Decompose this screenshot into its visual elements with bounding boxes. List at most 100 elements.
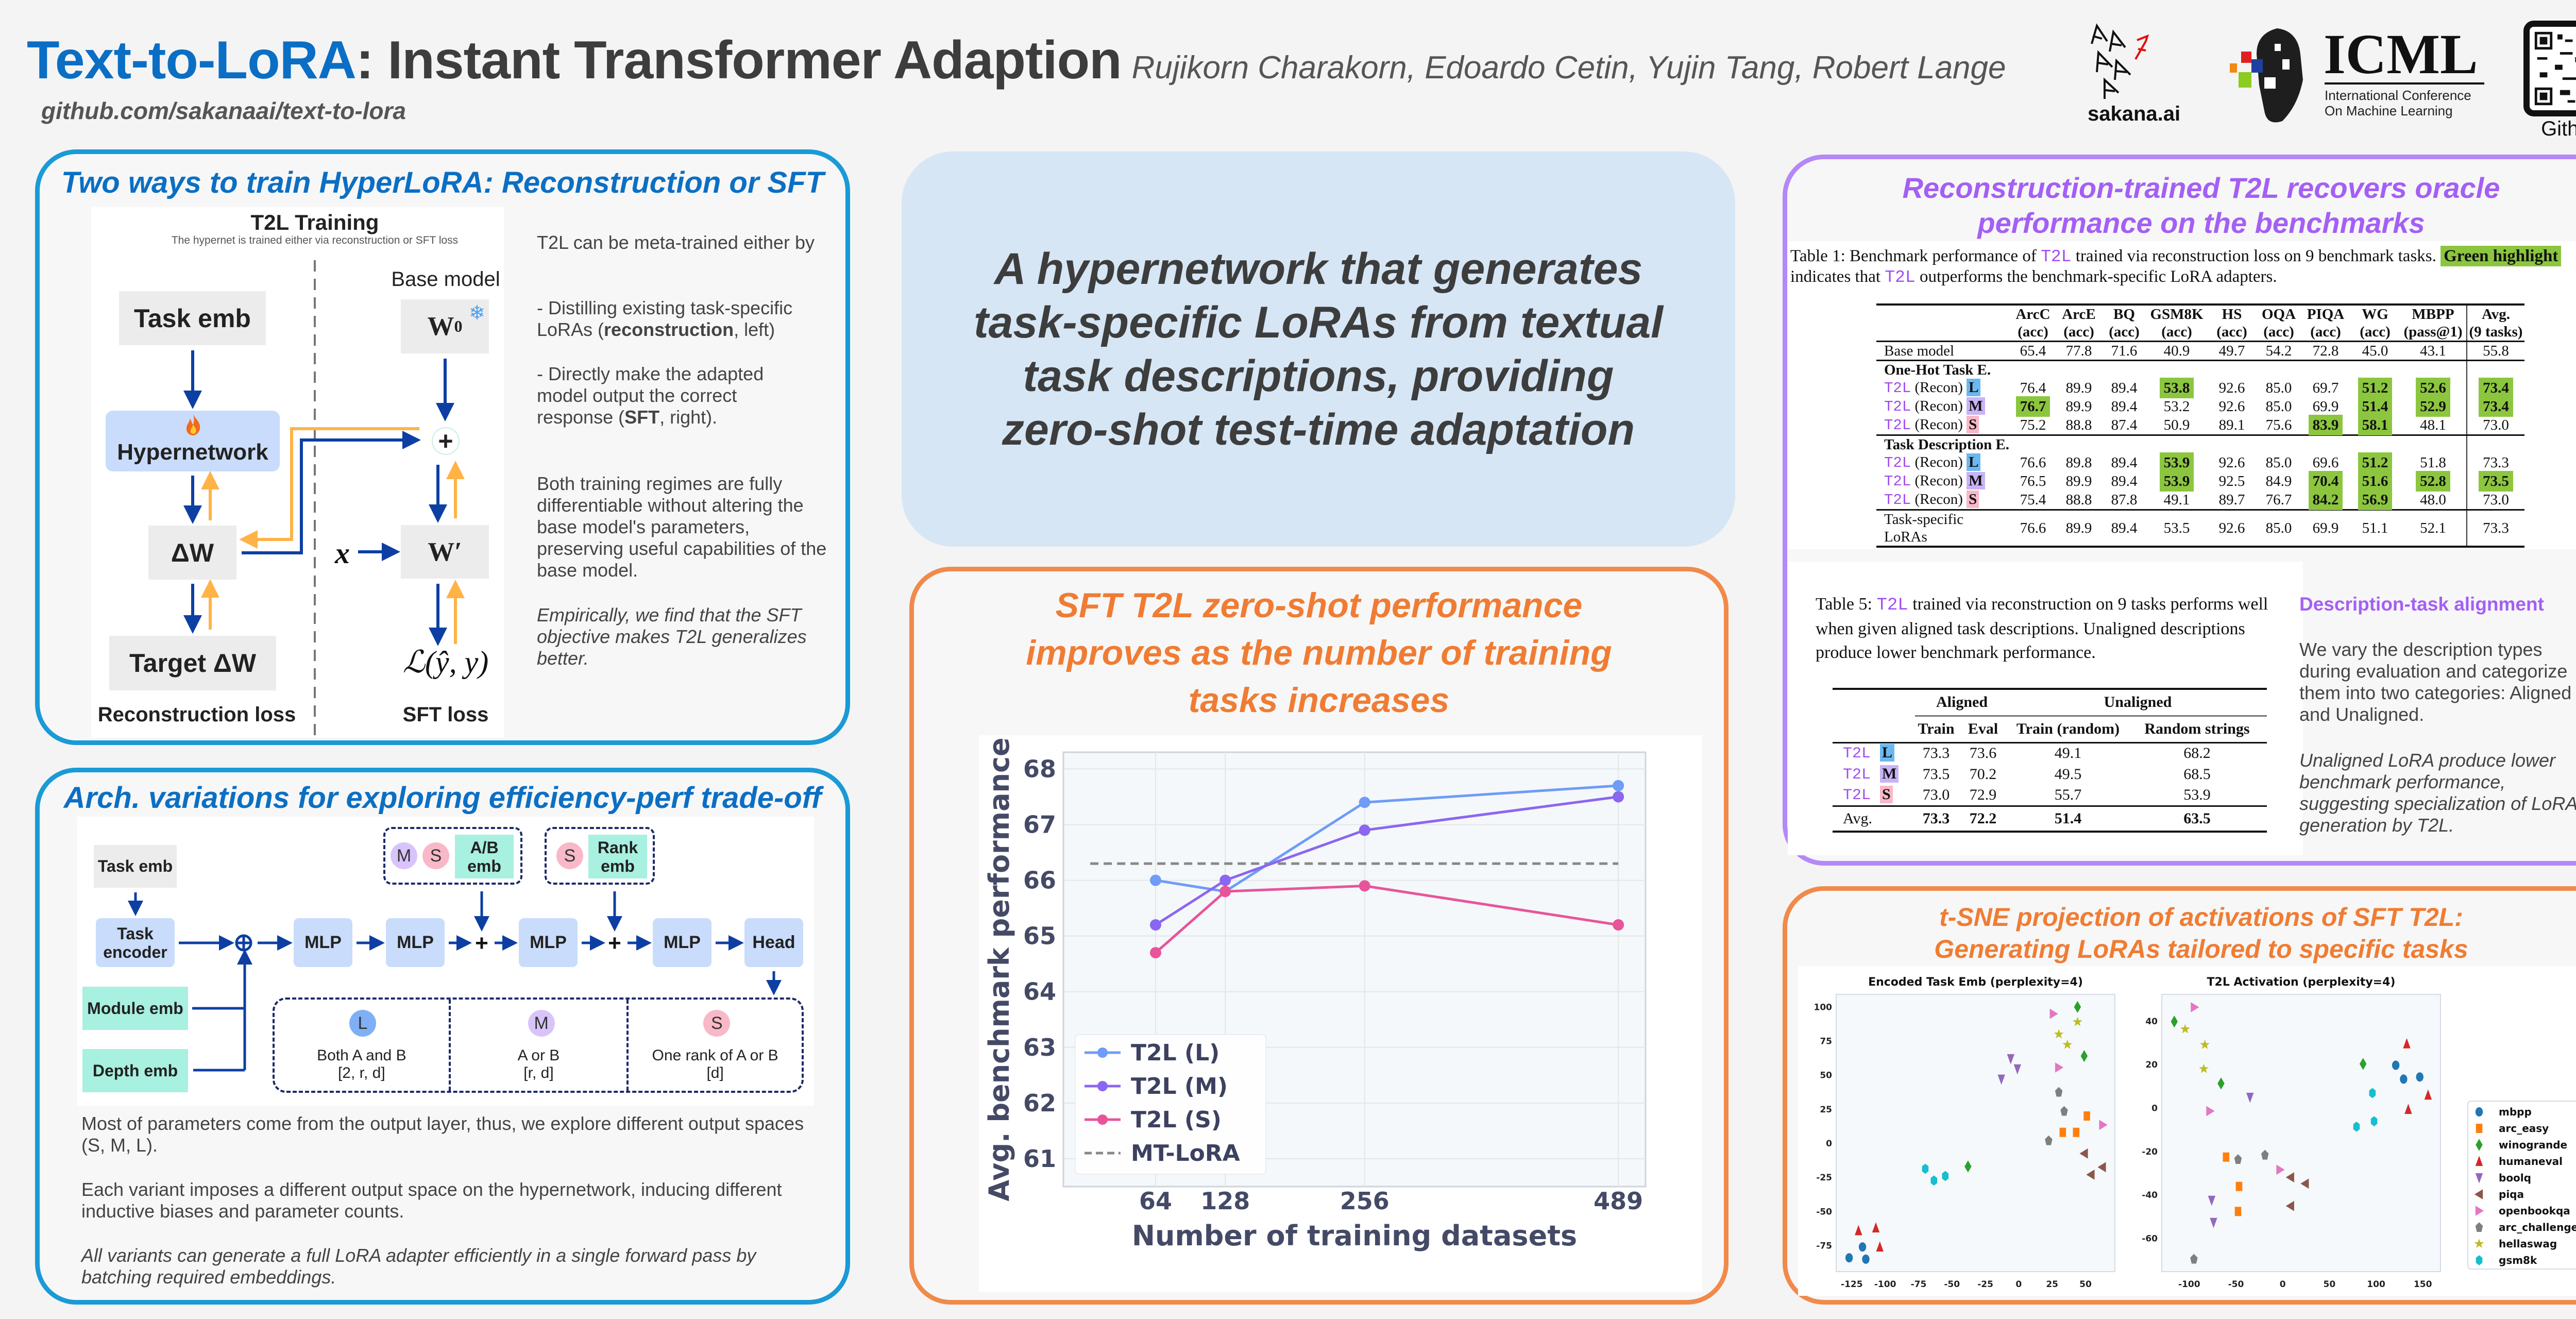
cell-value: 69.6: [2312, 454, 2339, 471]
data-point: [1359, 824, 1370, 836]
marker-diamond: [2074, 1001, 2081, 1013]
cell-value: 89.4: [2111, 380, 2138, 396]
cell-value: 76.7: [2015, 396, 2050, 417]
marker-circle: [1858, 1242, 1867, 1252]
cell-value: 92.6: [2218, 520, 2245, 536]
row-label: Base model: [1876, 341, 2010, 361]
legend-marker: [1097, 1081, 1108, 1091]
table-cell: 49.7: [2207, 341, 2257, 361]
ab-emb-group: [383, 827, 522, 885]
table-cell: 49.5: [2054, 765, 2082, 783]
data-point: [1149, 919, 1161, 931]
cell-value: 52.8: [2416, 471, 2450, 492]
row-label: T2L (Recon) L: [1876, 453, 2010, 472]
column-header: (acc): [2018, 324, 2048, 340]
table-cell: 92.5: [2207, 472, 2257, 491]
cell-value: 89.4: [2111, 454, 2138, 471]
column-header: Train: [1918, 720, 1955, 737]
column-header: (acc): [2109, 324, 2140, 340]
marker-square: [2073, 1127, 2080, 1137]
table-cell: 49.1: [2146, 491, 2207, 510]
table-cell: 51.4: [2009, 805, 2127, 833]
title-highlight: Text-to-LoRA: [27, 30, 357, 90]
table-cell: 76.7: [2257, 491, 2301, 510]
cell-value: 89.1: [2218, 417, 2245, 433]
size-tag-M: M: [1880, 765, 1899, 783]
table-cell: 73.0: [2466, 416, 2524, 435]
cell-value: 51.8: [2420, 454, 2446, 471]
marker-triangle-left: [2285, 1200, 2294, 1211]
cell-value: 83.9: [2308, 415, 2343, 435]
cell-value: 53.9: [2159, 471, 2194, 492]
table-cell: 73.0: [2466, 491, 2524, 510]
table-cell: 76.4: [2010, 379, 2056, 397]
snowflake-icon: ❄: [469, 302, 485, 324]
cell-value: 65.4: [2020, 343, 2046, 359]
marker-triangle-up: [2475, 1156, 2483, 1166]
marker-triangle-left: [2079, 1148, 2088, 1159]
github-link[interactable]: github.com/sakanaai/text-to-lora: [41, 97, 406, 124]
cell-value: 85.0: [2265, 520, 2292, 536]
qr-code[interactable]: [2523, 21, 2576, 116]
marker-triangle-left: [2300, 1178, 2309, 1189]
y-tick-label: -75: [1816, 1241, 1832, 1251]
y-tick-label: 68: [1023, 755, 1056, 783]
group-header-aligned: Aligned: [1915, 688, 2009, 717]
table-row-avg: Avg. 73.3 72.2 51.4 63.5: [1833, 805, 2267, 833]
marker-hexagon: [2369, 1088, 2376, 1098]
table-cell: 73.5: [1922, 765, 1950, 783]
table-row: T2L (Recon) L 76.6 89.8 89.4 53.9 92.6 85.0 69.…: [1876, 452, 2524, 473]
table-cell: 52.1: [2400, 509, 2467, 548]
cell-value: 69.7: [2312, 380, 2339, 396]
t2l-label: T2L: [1884, 398, 1911, 415]
y-tick-label: 65: [1023, 922, 1056, 950]
size-tag-L: L: [1967, 379, 1981, 396]
tsne-plot-1: Encoded Task Emb (perplexity=4) -125 -100 -…: [1814, 976, 2115, 1290]
marker-triangle-right: [2276, 1164, 2285, 1175]
size-tag-M: M: [1967, 397, 1985, 415]
authors: Rujikorn Charakorn, Edoardo Cetin, Yujin…: [1131, 50, 2006, 86]
output-spaces-group: L Both A and B [2, r, d] M A or B [r, d] S On…: [273, 997, 804, 1093]
hero-statement: A hypernetwork that generates task-specif…: [902, 151, 1735, 547]
cell-value: 58.1: [2358, 415, 2393, 435]
marker-triangle-left: [2285, 1172, 2294, 1182]
table-cell: 73.3: [2466, 509, 2524, 548]
x-axis-label: Number of training datasets: [1132, 1220, 1577, 1252]
cell-value: 71.6: [2111, 343, 2138, 359]
cell-value: 89.7: [2218, 492, 2245, 508]
marker-pentagon: [2060, 1106, 2068, 1116]
cell-value: 49.1: [2163, 492, 2190, 508]
table-row-oracle: Task-specific LoRAs 76.6 89.9 89.4 53.5 92.6 8…: [1876, 509, 2524, 548]
table-row: T2L (Recon) M 76.7 89.9 89.4 53.2 92.6 85.0 69.…: [1876, 396, 2524, 417]
hero-line: zero-shot test-time adaptation: [1002, 404, 1635, 454]
table-cell: 51.1: [2350, 509, 2400, 548]
marker-triangle-down: [2208, 1195, 2216, 1206]
marker-diamond: [2171, 1016, 2178, 1028]
table-cell: 72.2: [1957, 805, 2009, 833]
cell-value: 52.9: [2416, 396, 2450, 417]
legend-marker: [1097, 1047, 1108, 1058]
legend-box: [1075, 1034, 1266, 1175]
table1-benchmarks: ArcC ArcE BQ GSM8K HS OQA PIQA WG MBPP Avg. (acc)(…: [1876, 303, 2524, 548]
diagram-heading: T2L Training: [250, 210, 379, 234]
x-tick-label: -50: [2228, 1279, 2244, 1290]
t2l-label: T2L: [1843, 786, 1880, 804]
table-row: T2L (Recon) L 76.4 89.9 89.4 53.8 92.6 85.0 69.…: [1876, 378, 2524, 398]
x-tick-label: 50: [2324, 1279, 2336, 1290]
y-tick-label: 66: [1023, 867, 1056, 894]
table-cell: 92.6: [2207, 397, 2257, 416]
table-cell: 75.4: [2010, 491, 2056, 510]
y-tick-label: 64: [1023, 978, 1056, 1006]
column-header: (acc): [2263, 324, 2294, 340]
data-point: [1613, 791, 1624, 803]
row-label: T2L M: [1833, 764, 1915, 785]
reconstruction-loss-label: Reconstruction loss: [97, 703, 296, 726]
table-cell: [1833, 716, 1915, 742]
column-header: HS: [2207, 303, 2257, 323]
table-cell: 89.9: [2056, 397, 2102, 416]
table-cell: 55.7: [2054, 786, 2082, 803]
table-cell: [1833, 688, 1915, 716]
table-cell: 69.7: [2301, 379, 2350, 397]
table-cell: [2466, 360, 2524, 379]
